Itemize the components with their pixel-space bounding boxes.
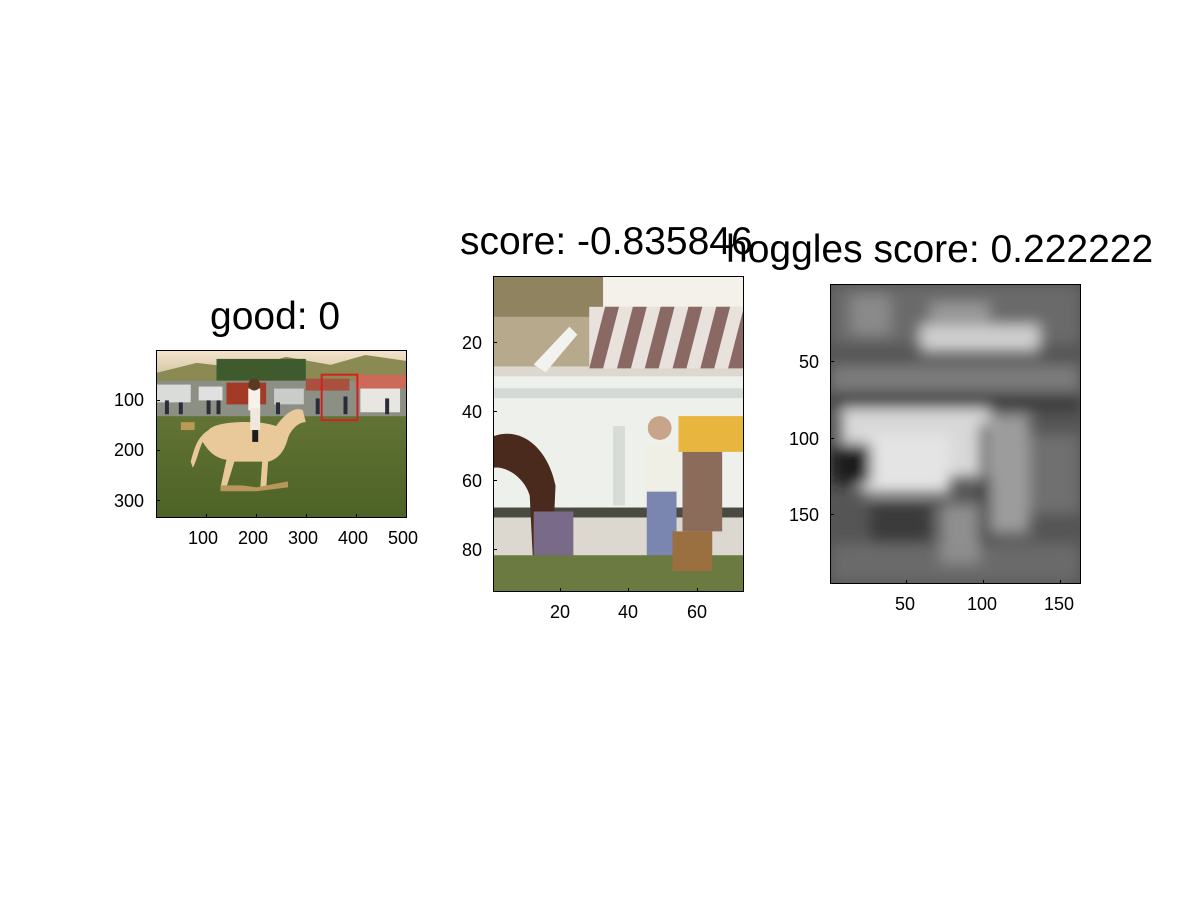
subplot-title: hoggles score: 0.222222: [726, 230, 1153, 269]
x-tick-label: 60: [687, 603, 707, 621]
x-tick-label: 50: [895, 595, 915, 613]
x-tickmark: [356, 514, 357, 518]
y-tickmark: [156, 450, 160, 451]
x-tick-label: 150: [1044, 595, 1074, 613]
image-axes: [830, 284, 1081, 584]
image-axes: [493, 276, 744, 592]
y-tick-label: 300: [114, 492, 144, 510]
x-tick-label: 40: [618, 603, 638, 621]
x-tickmark: [697, 588, 698, 592]
subplot-title: score: -0.835846: [460, 222, 753, 261]
y-tickmark: [493, 411, 497, 412]
subplot-title: good: 0: [210, 297, 340, 336]
subplot-hoggles: hoggles score: 0.222222: [0, 0, 1, 1]
x-tickmark: [1060, 580, 1061, 584]
image-axes: [156, 350, 407, 518]
y-tick-label: 100: [789, 430, 819, 448]
x-tickmark: [983, 580, 984, 584]
y-tick-label: 60: [462, 472, 482, 490]
horse-rider-photo: [157, 351, 406, 517]
y-tickmark: [830, 514, 834, 515]
hoggles-image: [831, 285, 1080, 583]
x-tick-label: 400: [338, 529, 368, 547]
x-tick-label: 100: [967, 595, 997, 613]
y-tickmark: [830, 361, 834, 362]
y-tickmark: [156, 500, 160, 501]
y-tick-label: 50: [799, 353, 819, 371]
x-tickmark: [628, 588, 629, 592]
x-tick-label: 500: [388, 529, 418, 547]
x-tick-label: 200: [238, 529, 268, 547]
x-tickmark: [560, 588, 561, 592]
x-tickmark: [206, 514, 207, 518]
x-tick-label: 300: [288, 529, 318, 547]
x-tick-label: 100: [188, 529, 218, 547]
y-tickmark: [830, 438, 834, 439]
y-tick-label: 40: [462, 403, 482, 421]
y-tick-label: 20: [462, 334, 482, 352]
x-tick-label: 20: [550, 603, 570, 621]
y-tickmark: [493, 549, 497, 550]
y-tick-label: 100: [114, 391, 144, 409]
y-tick-label: 150: [789, 506, 819, 524]
x-tickmark: [306, 514, 307, 518]
y-tick-label: 80: [462, 541, 482, 559]
y-tick-label: 200: [114, 441, 144, 459]
y-tickmark: [156, 400, 160, 401]
cropped-photo: [494, 277, 743, 591]
y-tickmark: [493, 480, 497, 481]
x-tickmark: [256, 514, 257, 518]
x-tickmark: [906, 580, 907, 584]
y-tickmark: [493, 342, 497, 343]
